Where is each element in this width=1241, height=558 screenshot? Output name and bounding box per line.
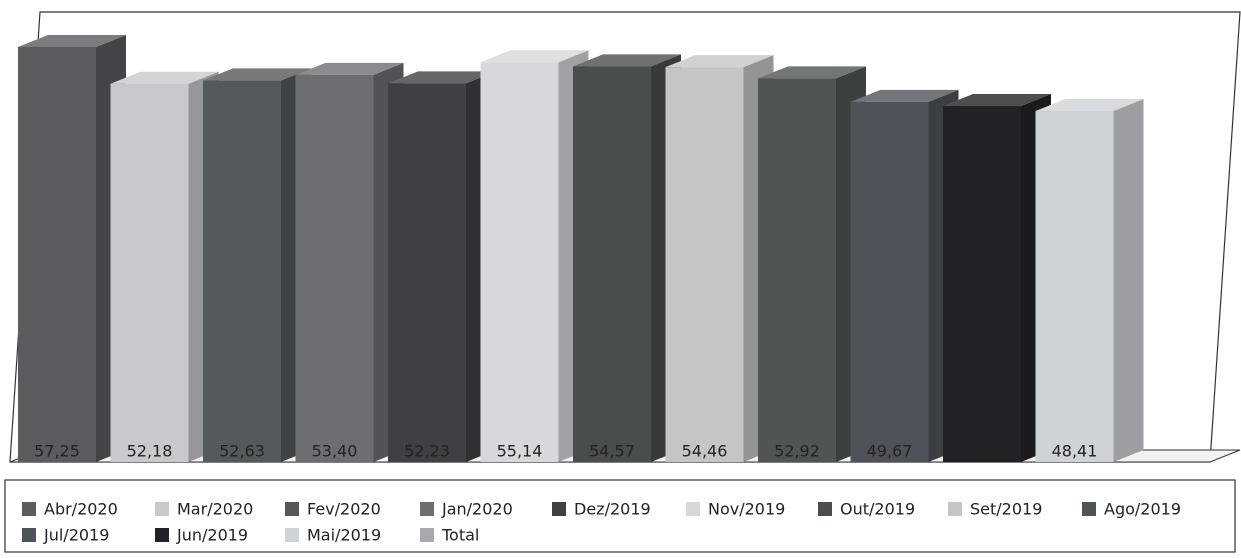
value-label: 55,14 — [497, 442, 543, 461]
bar — [18, 46, 96, 462]
value-label: 52,92 — [774, 442, 820, 461]
legend-swatch — [155, 502, 169, 516]
bar-top — [850, 89, 959, 102]
bar-top — [388, 71, 496, 84]
value-label: 57,25 — [34, 442, 80, 461]
bar — [1035, 111, 1114, 462]
value-label: 52,63 — [219, 442, 265, 461]
legend-label: Out/2019 — [840, 500, 915, 519]
value-label: 54,57 — [589, 442, 635, 461]
legend-label: Nov/2019 — [708, 500, 785, 519]
bar-top — [943, 94, 1051, 107]
value-label: 53,40 — [312, 442, 358, 461]
legend-swatch — [22, 528, 36, 542]
bar — [665, 67, 744, 462]
bar — [573, 66, 651, 463]
bar-top — [203, 68, 311, 81]
legend-label: Mai/2019 — [307, 526, 381, 545]
bar — [943, 106, 1021, 463]
bar-top — [665, 55, 774, 68]
legend-swatch — [420, 528, 434, 542]
value-label: 49,67 — [867, 442, 913, 461]
legend-label: Jan/2020 — [441, 500, 513, 519]
legend-label: Total — [441, 526, 479, 545]
bar — [480, 62, 559, 463]
legend-label: Abr/2020 — [44, 500, 118, 519]
bar-top — [1035, 99, 1144, 112]
bar-top — [110, 71, 219, 84]
legend-label: Jul/2019 — [43, 526, 109, 545]
value-label: 49,10 — [959, 442, 1005, 461]
bar-top — [480, 50, 589, 63]
value-label: 52,23 — [404, 442, 450, 461]
legend-swatch — [818, 502, 832, 516]
legend-box — [4, 479, 1236, 553]
bars: 57,25 52,18 52,63 53,40 52,23 55,14 54,57 54,46… — [18, 34, 1144, 463]
bar — [110, 83, 189, 462]
legend-swatch — [285, 502, 299, 516]
legend-swatch — [552, 502, 566, 516]
legend-swatch — [22, 502, 36, 516]
legend-label: Fev/2020 — [307, 500, 381, 519]
legend-label: Ago/2019 — [1104, 500, 1181, 519]
bar — [388, 83, 466, 463]
bar — [295, 74, 374, 462]
legend-label: Jun/2019 — [176, 526, 248, 545]
bar — [850, 101, 929, 462]
bar-top — [18, 34, 126, 47]
bar-side — [1113, 99, 1144, 462]
legend-swatch — [686, 502, 700, 516]
legend-swatch — [948, 502, 962, 516]
legend-label: Set/2019 — [970, 500, 1042, 519]
value-label: 48,41 — [1052, 442, 1098, 461]
legend-swatch — [155, 528, 169, 542]
bar-top — [573, 54, 681, 67]
bar-top — [295, 62, 404, 75]
legend: Abr/2020 Mar/2020 Fev/2020 Jan/2020 Dez/2019… — [22, 500, 1181, 545]
value-label: 52,18 — [127, 442, 173, 461]
bar — [758, 78, 836, 462]
legend-label: Dez/2019 — [574, 500, 651, 519]
bar-top — [758, 66, 866, 79]
legend-swatch — [285, 528, 299, 542]
legend-label: Mar/2020 — [177, 500, 253, 519]
bar — [203, 80, 281, 463]
legend-swatch — [420, 502, 434, 516]
value-label: 54,46 — [682, 442, 728, 461]
legend-swatch — [1082, 502, 1096, 516]
